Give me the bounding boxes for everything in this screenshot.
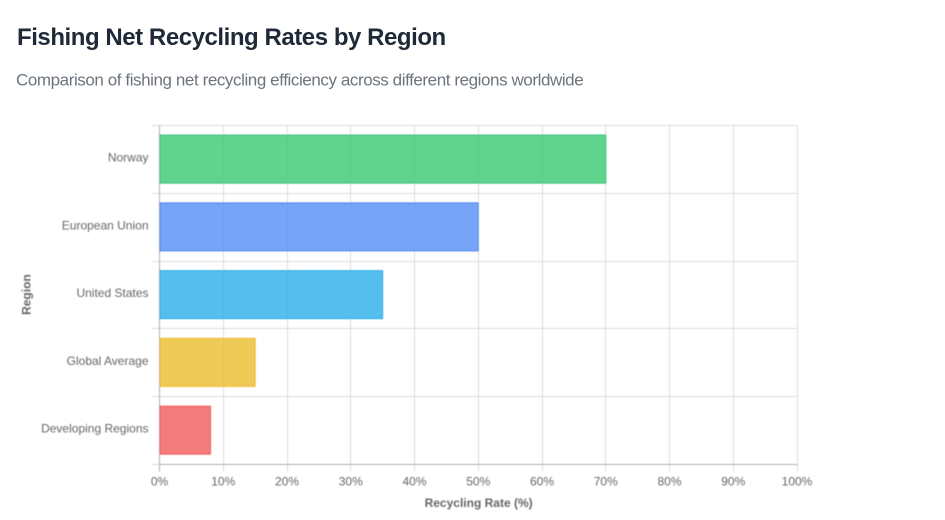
- svg-text:20%: 20%: [275, 475, 299, 489]
- svg-text:100%: 100%: [782, 475, 813, 489]
- svg-text:Fishing Net Recycling Rates by: Fishing Net Recycling Rates by Region: [17, 24, 446, 51]
- svg-text:10%: 10%: [211, 475, 235, 489]
- svg-text:Region: Region: [19, 274, 33, 315]
- svg-text:60%: 60%: [530, 475, 554, 489]
- svg-text:Comparison of fishing net recy: Comparison of fishing net recycling effi…: [16, 70, 583, 89]
- svg-text:United States: United States: [76, 286, 148, 300]
- svg-text:European Union: European Union: [62, 218, 149, 232]
- svg-text:0%: 0%: [151, 475, 169, 489]
- svg-text:Recycling Rate (%): Recycling Rate (%): [425, 496, 533, 510]
- svg-text:40%: 40%: [402, 475, 426, 489]
- svg-text:Global Average: Global Average: [67, 354, 149, 368]
- svg-text:30%: 30%: [339, 475, 363, 489]
- svg-text:70%: 70%: [594, 475, 618, 489]
- svg-text:50%: 50%: [466, 475, 490, 489]
- svg-text:Developing Regions: Developing Regions: [41, 422, 148, 436]
- svg-text:80%: 80%: [657, 475, 681, 489]
- svg-text:Norway: Norway: [108, 151, 149, 165]
- svg-text:90%: 90%: [721, 475, 745, 489]
